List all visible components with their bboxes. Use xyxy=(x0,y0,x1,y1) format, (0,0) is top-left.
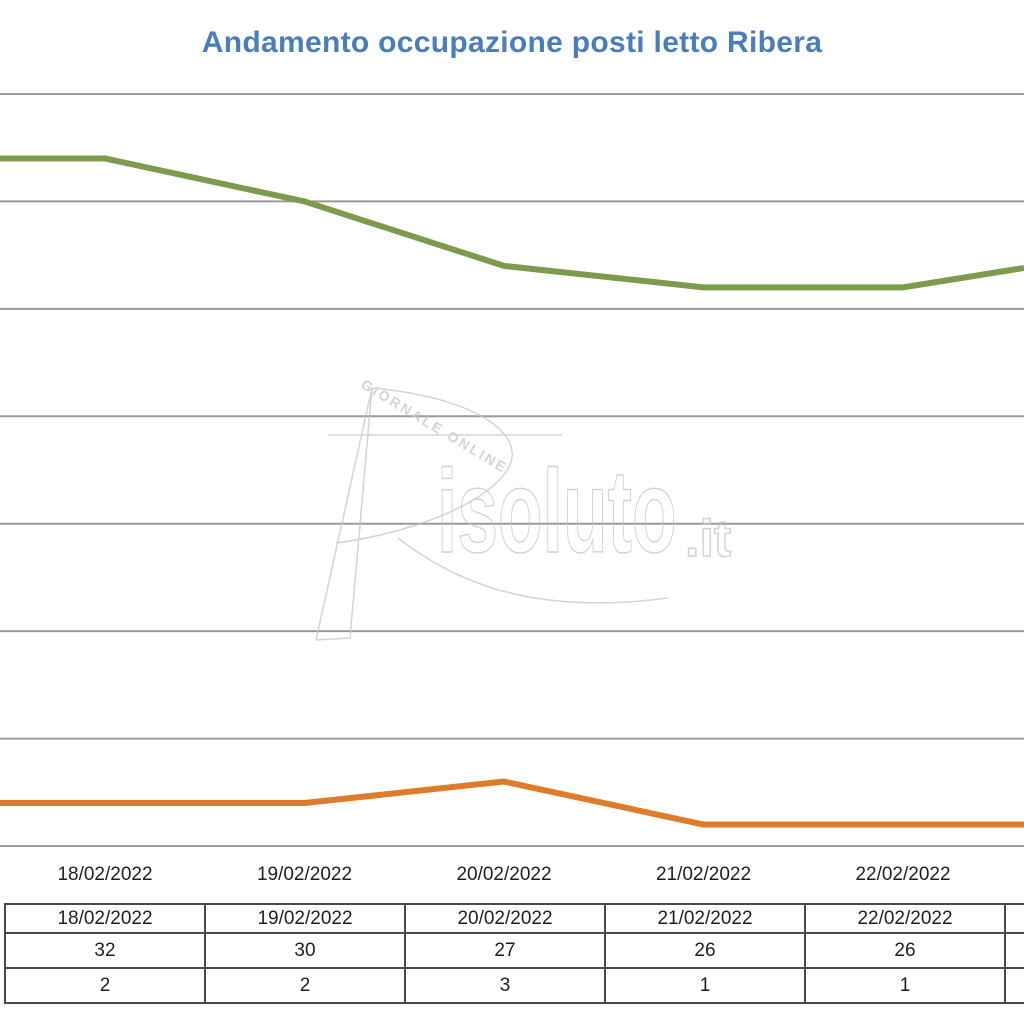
x-axis-label: 21/02/2022 xyxy=(655,864,752,885)
table-cell: 18/02/2022 xyxy=(6,905,206,932)
gridlines xyxy=(0,93,1024,847)
table-cell xyxy=(1006,934,1024,967)
table-cell xyxy=(1006,969,1024,1002)
series-lines xyxy=(0,155,1024,828)
table-row: 18/02/2022 19/02/2022 20/02/2022 21/02/2022… xyxy=(6,905,1024,934)
table-cell xyxy=(1006,905,1024,932)
table-cell: 21/02/2022 xyxy=(606,905,806,932)
x-axis-label: 19/02/2022 xyxy=(256,864,353,885)
table-cell: 30 xyxy=(206,934,406,967)
x-axis-label: 20/02/2022 xyxy=(456,864,552,885)
table-cell: 19/02/2022 xyxy=(206,905,406,932)
table-cell: 2 xyxy=(206,969,406,1002)
table-row: 32 30 27 26 26 xyxy=(6,934,1024,969)
table-cell: 32 xyxy=(6,934,206,967)
data-table: 18/02/2022 19/02/2022 20/02/2022 21/02/2022… xyxy=(4,903,1024,1004)
table-cell: 20/02/2022 xyxy=(406,905,606,932)
x-axis-label: 18/02/2022 xyxy=(57,864,153,885)
table-cell: 27 xyxy=(406,934,606,967)
table-cell: 2 xyxy=(6,969,206,1002)
table-cell: 1 xyxy=(606,969,806,1002)
table-cell: 1 xyxy=(806,969,1006,1002)
x-axis-label: 22/02/2022 xyxy=(855,864,951,885)
table-cell: 22/02/2022 xyxy=(806,905,1006,932)
chart-title: Andamento occupazione posti letto Ribera xyxy=(201,26,823,59)
series-green-line xyxy=(0,155,1024,291)
table-cell: 26 xyxy=(606,934,806,967)
table-cell: 3 xyxy=(406,969,606,1002)
series-orange-line xyxy=(0,778,1024,828)
table-cell: 26 xyxy=(806,934,1006,967)
